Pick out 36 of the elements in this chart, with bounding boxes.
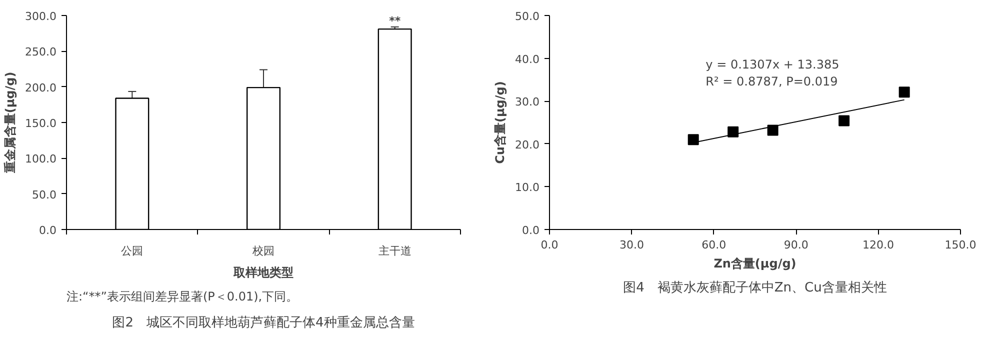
x-axis-title: Zn含量(μg/g) — [714, 256, 796, 270]
x-tick-label: 校园 — [252, 244, 274, 258]
x-tick-label: 30.0 — [619, 238, 644, 252]
x-tick-label: 60.0 — [702, 238, 726, 252]
y-tick-label: 300.0 — [25, 10, 57, 23]
y-tick-label: 40.0 — [515, 52, 540, 66]
text: 图2 城区不同取样地葫芦藓配子体4种重金属总含量 — [112, 316, 415, 330]
y-tick-label: 20.0 — [515, 138, 540, 152]
x-tick-label: 90.0 — [784, 238, 808, 252]
y-tick-label: 0.0 — [39, 224, 57, 237]
x-tick-label: 0.0 — [540, 238, 558, 252]
x-tick-label: 150.0 — [944, 238, 976, 252]
y-tick-label: 0.0 — [522, 224, 540, 237]
y-axis-title: 重金属含量(μg/g) — [3, 72, 18, 174]
y-tick-label: 50.0 — [515, 10, 540, 23]
x-tick-label: 公园 — [121, 244, 144, 258]
text: 图4 褐黄水灰藓配子体中Zn、Cu含量相关性 — [623, 280, 887, 296]
y-tick-label: 100.0 — [25, 152, 57, 166]
y-axis-title: Cu含量(μg/g) — [493, 81, 508, 164]
y-tick-label: 30.0 — [515, 96, 540, 109]
annotation: ** — [389, 14, 401, 28]
text: 注:“**”表示组间差异显著(P＜0.01),下同。 — [66, 290, 298, 304]
point — [898, 86, 910, 98]
point — [838, 115, 850, 126]
x-axis-title: 取样地类型 — [232, 266, 294, 280]
y-tick-label: 150.0 — [25, 117, 57, 130]
annotation: y = 0.1307x + 13.385 R² = 0.8787, P=0.019 — [706, 57, 840, 88]
point — [688, 134, 699, 146]
y-tick-label: 250.0 — [25, 46, 57, 59]
point — [767, 124, 778, 136]
y-tick-label: 200.0 — [25, 81, 57, 94]
x-tick-label: 120.0 — [862, 238, 894, 252]
y-tick-label: 50.0 — [32, 188, 57, 202]
y-tick-label: 10.0 — [515, 181, 540, 194]
x-tick-label: 主干道 — [378, 244, 412, 258]
point — [728, 126, 739, 138]
